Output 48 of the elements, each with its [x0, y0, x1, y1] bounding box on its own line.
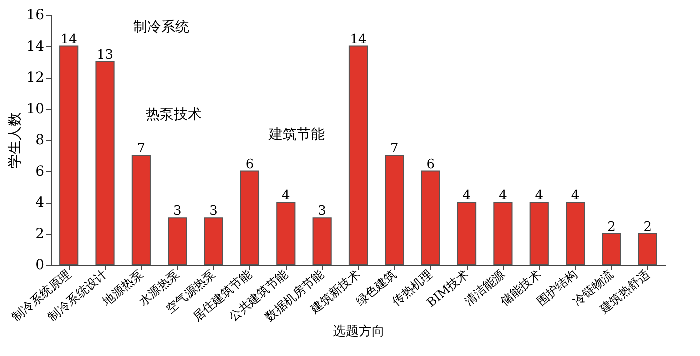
- data-label: 4: [282, 188, 290, 204]
- y-tick-label: 16: [26, 8, 45, 24]
- data-label: 3: [210, 204, 218, 220]
- bar: [566, 202, 586, 266]
- annotation: 建筑节能: [268, 127, 325, 143]
- data-label: 7: [390, 142, 399, 157]
- y-tick-label: 2: [36, 226, 44, 242]
- bar: [421, 170, 440, 266]
- y-tick-label: 10: [26, 101, 44, 118]
- bar: [312, 218, 332, 266]
- bar: [494, 202, 513, 266]
- bar: [530, 202, 549, 266]
- bar: [168, 218, 188, 266]
- bar: [385, 155, 404, 266]
- y-tick-label: 4: [36, 195, 45, 211]
- data-label: 3: [173, 204, 182, 220]
- y-tick-label: 12: [26, 70, 44, 86]
- bar: [638, 233, 658, 266]
- data-label: 6: [246, 157, 254, 172]
- data-label: 2: [644, 220, 652, 235]
- bar: [457, 202, 477, 266]
- bar: [240, 170, 260, 266]
- data-label: 14: [60, 32, 78, 48]
- y-tick-label: 14: [26, 38, 45, 55]
- bar: [204, 218, 224, 266]
- annotation: 热泵技术: [146, 107, 202, 123]
- y-tick-label: 0: [36, 258, 44, 274]
- data-label: 2: [608, 220, 616, 235]
- data-label: 4: [535, 188, 544, 204]
- bar: [60, 46, 79, 266]
- data-label: 4: [462, 188, 472, 204]
- bar: [276, 202, 296, 266]
- annotation: 制冷系统: [134, 20, 190, 36]
- y-tick-label: 8: [36, 132, 44, 148]
- data-label: 3: [318, 204, 326, 220]
- bar: [96, 61, 115, 266]
- data-label: 13: [96, 48, 114, 63]
- y-axis-title: 学生人数: [8, 112, 24, 168]
- data-label: 7: [137, 142, 146, 157]
- bar: [132, 155, 151, 266]
- x-axis-title: 选题方向: [333, 323, 385, 340]
- bar: [348, 46, 368, 266]
- data-label: 6: [426, 157, 435, 172]
- data-label: 14: [350, 32, 367, 48]
- bar: [602, 233, 622, 266]
- y-tick-label: 6: [36, 164, 45, 180]
- data-label: 4: [499, 188, 508, 204]
- data-label: 4: [571, 188, 580, 204]
